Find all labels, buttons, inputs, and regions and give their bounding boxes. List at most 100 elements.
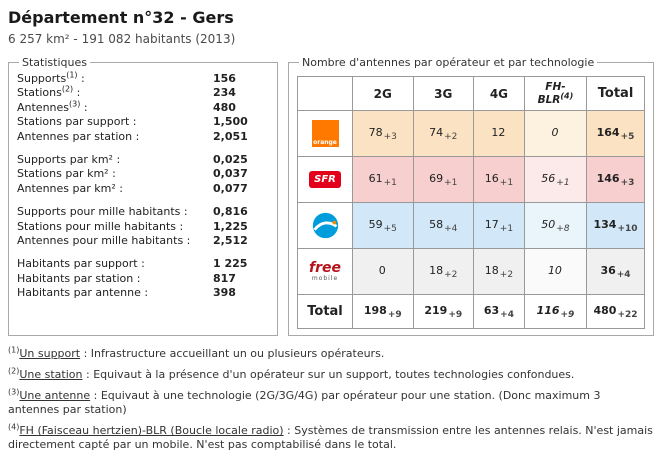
operator-row-orange: orange 78+3 74+2 12 0 164+5 (296, 110, 645, 157)
antenna-delta: +5 (383, 223, 397, 234)
stat-value: 0,025 (213, 153, 248, 167)
stat-colon: : (176, 219, 184, 233)
stat-row: Habitants par support : 1 225 (17, 257, 269, 271)
antenna-value: 164 (596, 125, 620, 139)
antenna-delta: +2 (444, 269, 458, 280)
stat-row: Antennes(3) : 480 (17, 100, 269, 115)
antenna-delta: +1 (499, 177, 514, 188)
stat-colon: : (132, 129, 140, 143)
antenna-value: 63 (483, 303, 500, 317)
antenna-delta: +2 (444, 131, 458, 142)
orange-logo-text: orange (313, 139, 337, 146)
stat-value: 2,051 (213, 129, 248, 143)
stat-label-text: Habitants par support (17, 257, 138, 271)
antenna-value: 198 (363, 303, 387, 317)
stat-group-counts: Supports(1) : 156 Stations(2) : 234 Ante… (17, 71, 269, 144)
stat-value: 480 (213, 100, 236, 114)
antenna-value: 50 (541, 217, 556, 231)
bouygues-logo-icon (296, 202, 354, 249)
stat-value: 0,037 (213, 167, 248, 181)
stat-row: Stations par km² : 0,037 (17, 167, 269, 181)
antenna-value: 36 (600, 263, 616, 277)
footnote-ref: (3) (8, 387, 20, 397)
antenna-value: 116 (536, 303, 560, 317)
stat-colon: : (129, 115, 137, 129)
stat-label: Stations(2) : (17, 84, 213, 100)
stat-label-text: Supports pour mille habitants (17, 205, 181, 219)
fh-line2: BLR (537, 93, 561, 106)
stat-row: Supports pour mille habitants : 0,816 (17, 205, 269, 219)
footnotes: (1)Un support : Infrastructure accueilla… (8, 346, 654, 452)
antenna-cell: 18+2 (412, 248, 475, 295)
antenna-value: 10 (547, 263, 562, 277)
antenna-value: 59 (368, 217, 383, 231)
stat-group-per-km2: Supports par km² : 0,025 Stations par km… (17, 153, 269, 196)
stat-colon: : (112, 153, 121, 167)
sfr-logo-text: SFR (314, 173, 336, 185)
free-mobile-logo-text: mobile (311, 275, 339, 282)
antenna-delta: +9 (560, 309, 575, 320)
antennas-panel: Nombre d'antennes par opérateur et par t… (288, 56, 654, 336)
antenna-cell: 78+3 (352, 110, 414, 157)
antenna-value: 12 (491, 125, 506, 139)
antenna-cell: 74+2 (412, 110, 475, 157)
antenna-cell-total: 36+4 (586, 248, 645, 295)
antenna-value: 56 (541, 171, 556, 185)
antenna-total-cell: 219+9 (412, 294, 475, 329)
antenna-delta: +1 (556, 177, 570, 188)
stat-colon: : (108, 167, 116, 181)
antenna-value: 146 (596, 171, 620, 185)
column-header-total: Total (586, 76, 645, 111)
antenna-value: 18 (429, 263, 444, 277)
stat-label: Antennes par km² : (17, 182, 213, 196)
stat-label-text: Antennes pour mille habitants (17, 234, 184, 248)
stat-label-text: Antennes par station (17, 129, 133, 143)
antenna-value: 78 (368, 125, 383, 139)
antenna-cell: 59+5 (352, 202, 414, 249)
stat-label: Antennes pour mille habitants : (17, 234, 213, 248)
table-header-row: 2G 3G 4G FH- BLR(4) Total (296, 76, 645, 111)
stat-label: Habitants par station : (17, 272, 213, 286)
stat-row: Antennes par station : 2,051 (17, 130, 269, 144)
operator-row-free: free mobile 0 18+2 18+2 10 36+4 (296, 248, 645, 295)
antenna-delta: +4 (616, 269, 631, 280)
antenna-delta: +3 (383, 131, 397, 142)
stat-label: Stations pour mille habitants : (17, 220, 213, 234)
stat-footnote-ref: (2) (61, 84, 74, 94)
footnote-ref: (2) (8, 366, 20, 376)
antenna-value: 74 (429, 125, 444, 139)
stat-row: Antennes pour mille habitants : 2,512 (17, 234, 269, 248)
antenna-delta: +10 (617, 223, 638, 234)
footnote-term: Une antenne (19, 389, 91, 402)
stat-row: Supports par km² : 0,025 (17, 153, 269, 167)
column-header-3g: 3G (412, 76, 475, 111)
antenna-total-cell: 480+22 (586, 294, 645, 329)
footnote-text: : Equivaut à une technologie (2G/3G/4G) … (8, 389, 601, 416)
footnote-2: (2)Une station : Equivaut à la présence … (8, 366, 654, 382)
fh-footnote-ref: (4) (560, 91, 574, 100)
antenna-delta: +2 (499, 269, 514, 280)
stat-colon: : (133, 271, 141, 285)
antenna-delta: +22 (617, 309, 638, 320)
antenna-delta: +1 (499, 223, 514, 234)
free-logo-icon: free mobile (296, 248, 354, 295)
stat-label-text: Supports par km² (17, 153, 113, 167)
stat-label-text: Habitants par antenne (17, 286, 141, 300)
antenna-cell: 17+1 (473, 202, 525, 249)
stat-colon: : (115, 181, 123, 195)
antenna-delta: +1 (383, 177, 397, 188)
stat-row: Stations par support : 1,500 (17, 115, 269, 129)
antenna-delta: +3 (620, 177, 635, 188)
orange-logo-icon: orange (296, 110, 354, 157)
antenna-cell: 16+1 (473, 156, 525, 203)
page-subtitle: 6 257 km² - 191 082 habitants (2013) (8, 32, 236, 46)
antenna-value: 18 (484, 263, 499, 277)
footnote-term: FH (Faisceau hertzien)-BLR (Boucle local… (19, 424, 284, 437)
stat-label: Habitants par support : (17, 257, 213, 271)
antenna-delta: +4 (444, 223, 458, 234)
stat-row: Habitants par station : 817 (17, 272, 269, 286)
operator-column-header (296, 76, 354, 111)
footnote-term: Un support (19, 347, 81, 360)
stat-label-text: Stations par km² (17, 167, 109, 181)
operator-row-bouygues: 59+5 58+4 17+1 50+8 134+10 (296, 202, 645, 249)
